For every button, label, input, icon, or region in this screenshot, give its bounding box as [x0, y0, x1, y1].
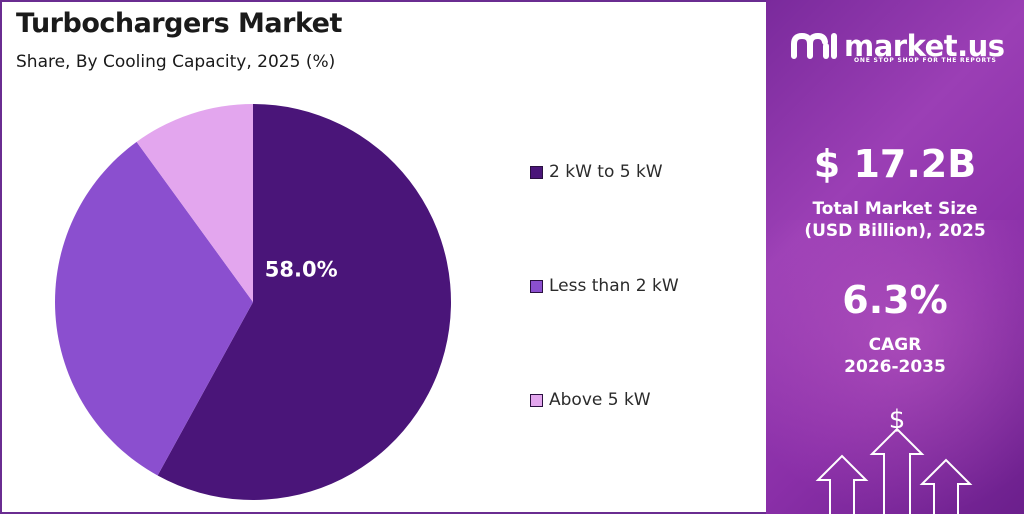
pie-slice-2 [54, 141, 254, 476]
cagr-label-line2: 2026-2035 [844, 357, 946, 378]
pie-slice-3 [136, 104, 253, 302]
summary-panel: market.us ONE STOP SHOP FOR THE REPORTS … [766, 0, 1024, 514]
dollar-sign-icon: $ [889, 405, 906, 435]
brand-tagline: ONE STOP SHOP FOR THE REPORTS [854, 57, 997, 64]
brand-logo: market.us [790, 26, 1005, 66]
svg-text:$: $ [889, 405, 906, 435]
market-us-logo-icon [791, 32, 837, 59]
legend-item-1: 2 kW to 5 kW [530, 162, 663, 182]
background-glow [766, 220, 1024, 514]
legend-swatch [530, 393, 543, 407]
cagr-label: CAGR 2026-2035 [766, 334, 1024, 378]
pie-data-label-1: 58.0% [265, 258, 338, 282]
chart-title: Turbochargers Market [16, 8, 342, 39]
pie-chart: 58.0% [54, 104, 451, 501]
legend-label: Less than 2 kW [549, 276, 679, 296]
growth-arrows-graphic: $ [815, 405, 973, 514]
chart-panel: Turbochargers Market Share, By Cooling C… [0, 0, 766, 514]
legend-label: 2 kW to 5 kW [549, 162, 663, 182]
legend-swatch [530, 279, 543, 293]
market-size-value: $ 17.2B [813, 142, 977, 186]
up-arrow-icon-center [869, 427, 925, 514]
market-size-label-line2: (USD Billion), 2025 [804, 221, 986, 242]
up-arrow-icon-left [815, 454, 869, 514]
pie-slice-1 [157, 104, 451, 501]
up-arrow-icon-right [919, 458, 973, 514]
legend-item-3: Above 5 kW [530, 390, 651, 410]
chart-subtitle: Share, By Cooling Capacity, 2025 (%) [16, 52, 336, 72]
cagr-label-line1: CAGR [868, 335, 922, 355]
market-size-label: Total Market Size (USD Billion), 2025 [766, 198, 1024, 242]
brand-name: market.us [844, 29, 1005, 63]
cagr-value: 6.3% [842, 278, 948, 322]
market-size-label-line1: Total Market Size [812, 199, 978, 219]
legend-item-2: Less than 2 kW [530, 276, 679, 296]
legend-swatch [530, 165, 543, 179]
legend-label: Above 5 kW [549, 390, 651, 410]
